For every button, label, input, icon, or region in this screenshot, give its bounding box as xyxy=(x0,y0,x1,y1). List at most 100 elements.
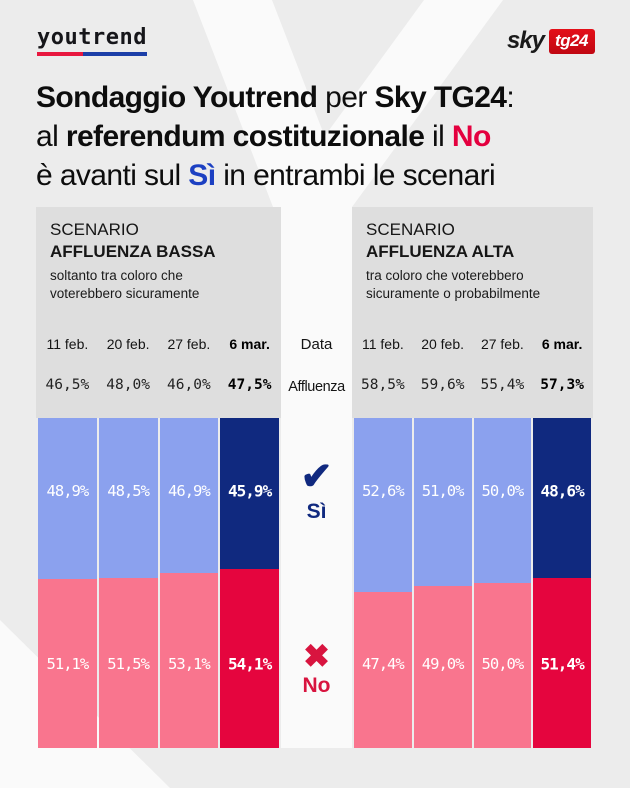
tg24-badge: tg24 xyxy=(549,28,595,54)
date-label: 27 feb. xyxy=(480,336,524,352)
youtrend-logo-text: youtrend xyxy=(37,25,147,50)
scenario-label: SCENARIO xyxy=(366,220,455,239)
no-bar-segment xyxy=(413,586,472,748)
date-label: 6 mar. xyxy=(541,336,583,352)
title-colon: : xyxy=(506,81,515,114)
underline-blue-segment xyxy=(83,52,147,56)
no-value-label: 51,1% xyxy=(46,654,90,673)
watermark-middle-column xyxy=(281,207,352,748)
scenario-name: AFFLUENZA ALTA xyxy=(366,242,515,261)
title-line-1: Sondaggio Youtrend per Sky TG24: xyxy=(36,78,606,117)
affluenza-row: 58,5% 59,6% 55,4% 57,3% xyxy=(354,377,591,393)
bar-column: 50,0% 50,0% xyxy=(473,418,532,748)
date-label: 11 feb. xyxy=(361,336,404,352)
date-label: 20 feb. xyxy=(106,336,150,352)
no-bar-segment xyxy=(354,591,412,748)
check-icon: ✔ xyxy=(300,456,333,498)
dates-row: 11 feb. 20 feb. 27 feb. 6 mar. xyxy=(354,336,591,352)
si-value-label: 45,9% xyxy=(228,481,272,501)
no-value-label: 49,0% xyxy=(421,654,465,673)
bar-column: 46,9% 53,1% xyxy=(159,418,219,748)
no-bar-segment xyxy=(533,578,591,748)
panel-affluenza-bassa: SCENARIO AFFLUENZA BASSA soltanto tra co… xyxy=(36,207,281,748)
bar-column: 48,6% 51,4% xyxy=(533,418,591,748)
no-value-label: 51,4% xyxy=(540,654,585,674)
title-line-3: è avanti sul Sì in entrambi le scenari xyxy=(36,156,606,195)
date-label: 6 mar. xyxy=(229,336,270,352)
title-line-2: al referendum costituzionale il No xyxy=(36,117,606,156)
si-bar-segment xyxy=(98,418,158,579)
sky-tg24-logo: sky tg24 xyxy=(507,27,595,55)
si-bar-segment xyxy=(473,418,532,583)
youtrend-logo: youtrend xyxy=(37,26,147,56)
date-label: 20 feb. xyxy=(421,336,465,352)
si-value-label: 52,6% xyxy=(362,481,405,500)
title-regular-per: per xyxy=(317,81,375,114)
data-column-label: Data xyxy=(300,336,333,353)
stacked-bars: 48,9% 51,1% 48,5% 51,5% 46,9% 53,1% 45,9% 54,1% xyxy=(38,418,279,748)
sky-logo-text: sky xyxy=(506,27,545,54)
date-label: 27 feb. xyxy=(167,336,211,352)
affluenza-value: 55,4% xyxy=(480,377,525,393)
bar-column: 48,9% 51,1% xyxy=(38,418,97,748)
si-bar-segment xyxy=(220,418,279,570)
title-regular-al: al xyxy=(36,120,66,153)
scenario-subtitle: soltanto tra coloro che voterebbero sicu… xyxy=(50,268,200,301)
no-value-label: 51,5% xyxy=(107,654,150,673)
si-bar-segment xyxy=(354,418,412,592)
date-label: 11 feb. xyxy=(46,336,89,352)
title-regular-avanti: è avanti sul xyxy=(36,159,189,192)
affluenza-column-label: Affluenza xyxy=(288,379,345,395)
affluenza-value: 57,3% xyxy=(540,377,584,393)
affluenza-value: 58,5% xyxy=(361,377,405,393)
no-bar-segment xyxy=(473,583,532,748)
si-bar-segment xyxy=(159,418,219,573)
affluenza-value: 48,0% xyxy=(106,377,150,393)
si-legend-label: Sì xyxy=(306,500,327,523)
scenario-label: SCENARIO xyxy=(50,220,139,239)
title-regular-il: il xyxy=(424,120,452,153)
dates-row: 11 feb. 20 feb. 27 feb. 6 mar. xyxy=(38,336,279,352)
si-value-label: 48,6% xyxy=(540,481,585,501)
no-bar-segment xyxy=(98,578,158,748)
panel-header: SCENARIO AFFLUENZA ALTA tra coloro che v… xyxy=(352,207,593,418)
no-bar-segment xyxy=(159,572,219,748)
no-legend-label: No xyxy=(302,674,331,697)
si-value-label: 51,0% xyxy=(421,481,465,500)
underline-red-segment xyxy=(37,52,84,56)
cross-icon: ✖ xyxy=(303,638,330,674)
affluenza-value: 46,5% xyxy=(45,377,90,393)
scenario-title: SCENARIO AFFLUENZA BASSA xyxy=(50,219,216,263)
no-bar-segment xyxy=(220,569,279,748)
si-value-label: 46,9% xyxy=(168,481,211,500)
stacked-bars: 52,6% 47,4% 51,0% 49,0% 50,0% 50,0% 48,6% 51,4% xyxy=(354,418,591,748)
title-si-blue: Sì xyxy=(188,159,216,192)
si-bar-segment xyxy=(38,418,97,580)
affluenza-value: 59,6% xyxy=(420,377,465,393)
scenario-name: AFFLUENZA BASSA xyxy=(50,242,216,261)
affluenza-row: 46,5% 48,0% 46,0% 47,5% xyxy=(38,377,279,393)
title-bold-skytg24: Sky TG24 xyxy=(374,81,507,114)
bar-column: 45,9% 54,1% xyxy=(220,418,279,748)
page-title: Sondaggio Youtrend per Sky TG24: al refe… xyxy=(36,78,606,195)
scenario-title: SCENARIO AFFLUENZA ALTA xyxy=(366,219,514,263)
bar-column: 52,6% 47,4% xyxy=(354,418,412,748)
si-bar-segment xyxy=(413,418,472,587)
no-value-label: 53,1% xyxy=(168,654,211,673)
affluenza-value: 46,0% xyxy=(167,377,211,393)
si-value-label: 50,0% xyxy=(481,481,525,500)
bar-column: 48,5% 51,5% xyxy=(98,418,158,748)
panel-header: SCENARIO AFFLUENZA BASSA soltanto tra co… xyxy=(36,207,281,418)
si-value-label: 48,9% xyxy=(46,481,90,500)
no-value-label: 50,0% xyxy=(481,654,525,673)
si-value-label: 48,5% xyxy=(107,481,150,500)
title-bold-sondaggio: Sondaggio Youtrend xyxy=(36,81,318,114)
bar-column: 51,0% 49,0% xyxy=(413,418,472,748)
no-bar-segment xyxy=(38,579,97,748)
title-no-red: No xyxy=(451,120,491,153)
no-value-label: 54,1% xyxy=(228,654,272,674)
affluenza-value: 47,5% xyxy=(227,377,272,393)
youtrend-logo-underline xyxy=(37,52,147,56)
scenario-subtitle: tra coloro che voterebbero sicuramente o… xyxy=(366,268,541,301)
